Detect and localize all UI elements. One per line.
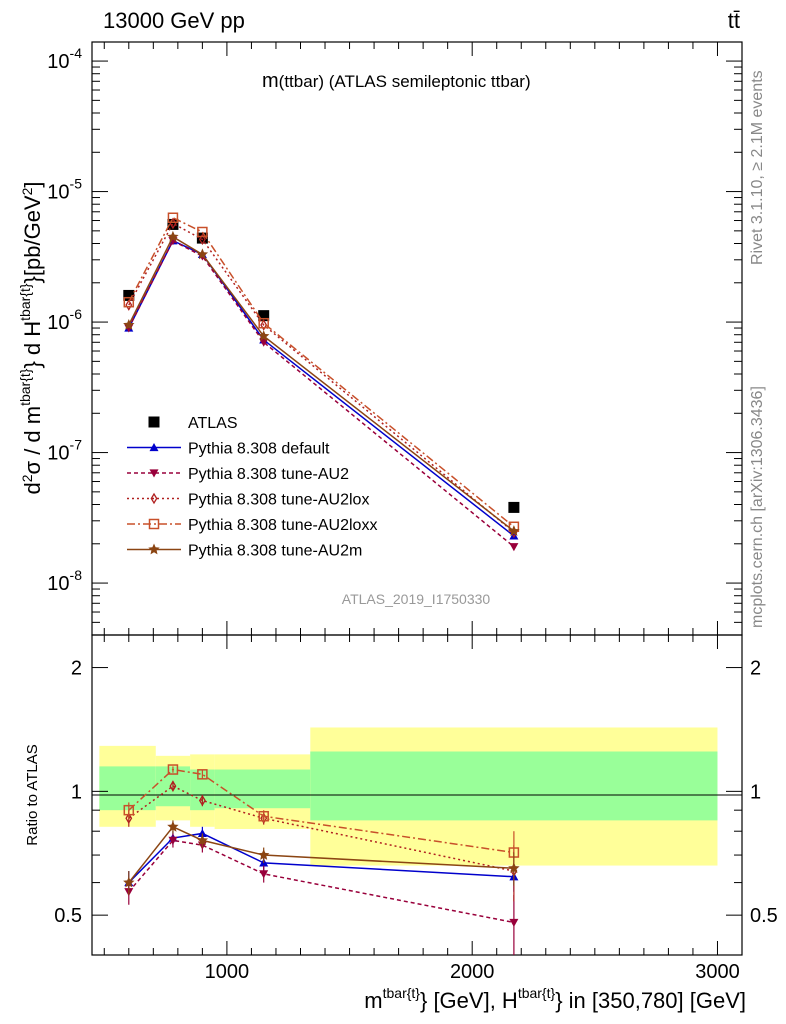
plot-title: m(ttbar) (ATLAS semileptonic ttbar) (262, 70, 531, 92)
ratio-y-axis-label: Ratio to ATLAS (24, 744, 41, 845)
ratio-point-pythia-8-308-tune-au2 (168, 836, 178, 845)
ratio-point-pythia-8-308-tune-au2m (123, 876, 135, 888)
data-point-atlas (508, 501, 520, 513)
legend-marker-atlas (148, 416, 160, 428)
data-point-pythia-8-308-tune-au2m (123, 319, 135, 330)
data-point-pythia-8-308-tune-au2loxx (123, 296, 135, 308)
data-point-pythia-8-308-tune-au2m (196, 248, 209, 260)
ratio-band-inner (310, 751, 718, 821)
axis-ticks: 1000 2000 3000 10-8 10-7 10-6 10-5 10-4 0.5 0.5 1 1… (47, 42, 778, 983)
legend: ATLAS Pythia 8.308 default Pythia 8.308 tu… (127, 415, 377, 560)
legend-label-pythia-8-308-default: Pythia 8.308 default (188, 441, 330, 458)
ratio-tick-label: 0.5 (54, 905, 82, 927)
y-tick-label: 10-8 (47, 567, 82, 595)
ratio-point-pythia-8-308-tune-au2loxx (167, 764, 179, 775)
legend-label-pythia-8-308-tune-au2loxx: Pythia 8.308 tune-AU2loxx (188, 517, 377, 534)
data-point-pythia-8-308-tune-au2m (167, 230, 179, 242)
ratio-point-pythia-8-308-tune-au2m (508, 862, 520, 874)
y-tick-label: 10-4 (47, 45, 82, 73)
main-y-axis-label: d2σ / d mtbar{t}} d Htbar{t}}[pb/GeV2] (17, 181, 45, 494)
ratio-band-inner (214, 769, 311, 809)
ratio-point-pythia-8-308-tune-au2m (167, 820, 179, 832)
data-point-atlas (258, 310, 270, 322)
legend-label-pythia-8-308-tune-au2lox: Pythia 8.308 tune-AU2lox (188, 492, 369, 509)
ratio-series (123, 764, 520, 955)
data-point-atlas (123, 289, 135, 301)
x-tick-label: 3000 (695, 961, 740, 983)
ratio-point-pythia-8-308-tune-au2m (258, 849, 270, 860)
ratio-tick-label: 2 (750, 658, 761, 680)
data-point-pythia-8-308-tune-au2 (509, 543, 519, 552)
ratio-band-inner (99, 766, 156, 811)
legend-label-atlas: ATLAS (188, 415, 238, 432)
series-line-pythia-8-308-tune-au2 (128, 239, 515, 548)
data-point-pythia-8-308-tune-au2lox (198, 233, 206, 246)
data-point-pythia-8-308-tune-au2loxx (258, 317, 269, 329)
data-point-pythia-8-308-tune-au2m (508, 525, 520, 536)
ratio-uncertainty-bands (99, 727, 718, 866)
ratio-tick-label: 1 (71, 781, 82, 803)
y-tick-label: 10-6 (47, 306, 82, 334)
ratio-point-pythia-8-308-tune-au2loxx (197, 769, 208, 780)
series-line-pythia-8-308-tune-au2m (128, 235, 515, 532)
ratio-tick-label: 1 (750, 781, 761, 803)
data-point-pythia-8-308-tune-au2 (259, 338, 269, 347)
data-point-pythia-8-308-tune-au2loxx (167, 212, 179, 224)
ratio-tick-label: 0.5 (750, 905, 778, 927)
ratio-point-pythia-8-308-tune-au2lox (198, 794, 206, 807)
ratio-tick-label: 2 (71, 658, 82, 680)
data-point-atlas (196, 232, 208, 244)
data-point-pythia-8-308-tune-au2m (258, 330, 270, 341)
legend-marker-pythia-8-308-default (149, 443, 159, 452)
data-point-pythia-8-308-tune-au2loxx (197, 226, 208, 238)
y-tick-label: 10-5 (47, 176, 82, 204)
data-point-pythia-8-308-default (509, 531, 519, 540)
legend-label-pythia-8-308-tune-au2m: Pythia 8.308 tune-AU2m (188, 543, 362, 560)
ratio-point-pythia-8-308-tune-au2loxx (123, 804, 135, 816)
legend-marker-pythia-8-308-tune-au2lox (150, 492, 158, 505)
energy-label: 13000 GeV pp (103, 8, 245, 33)
ratio-point-pythia-8-308-tune-au2lox (169, 780, 177, 792)
legend-marker-pythia-8-308-tune-au2loxx (148, 518, 160, 530)
ratio-point-pythia-8-308-tune-au2m (196, 834, 209, 846)
ratio-point-pythia-8-308-default (197, 828, 207, 838)
legend-marker-pythia-8-308-tune-au2 (149, 469, 159, 478)
x-tick-label: 2000 (450, 961, 495, 983)
process-label: tt̄ (728, 8, 740, 33)
ratio-point-pythia-8-308-tune-au2lox (125, 812, 133, 825)
ratio-point-pythia-8-308-tune-au2 (259, 870, 269, 879)
mcplots-reference-label: mcplots.cern.ch [arXiv:1306.3436] (749, 386, 766, 628)
x-axis-label: mtbar{t}} [GeV], Htbar{t}} in [350,780] … (364, 985, 746, 1013)
series-line-pythia-8-308-tune-au2lox (128, 222, 515, 533)
legend-label-pythia-8-308-tune-au2: Pythia 8.308 tune-AU2 (188, 466, 349, 483)
legend-marker-pythia-8-308-tune-au2m (148, 543, 160, 555)
main-series (123, 212, 520, 552)
ratio-point-pythia-8-308-tune-au2 (509, 918, 519, 927)
x-tick-label: 1000 (205, 961, 250, 983)
ratio-line-pythia-8-308-tune-au2 (128, 839, 515, 924)
data-point-pythia-8-308-tune-au2lox (260, 319, 268, 331)
data-point-pythia-8-308-tune-au2lox (125, 299, 133, 311)
analysis-id: ATLAS_2019_I1750330 (342, 591, 491, 607)
ratio-line-pythia-8-308-tune-au2lox (128, 785, 515, 872)
ratio-point-pythia-8-308-tune-au2loxx (258, 810, 269, 822)
rivet-version-label: Rivet 3.1.10, ≥ 2.1M events (749, 70, 766, 265)
y-tick-label: 10-7 (47, 437, 82, 465)
